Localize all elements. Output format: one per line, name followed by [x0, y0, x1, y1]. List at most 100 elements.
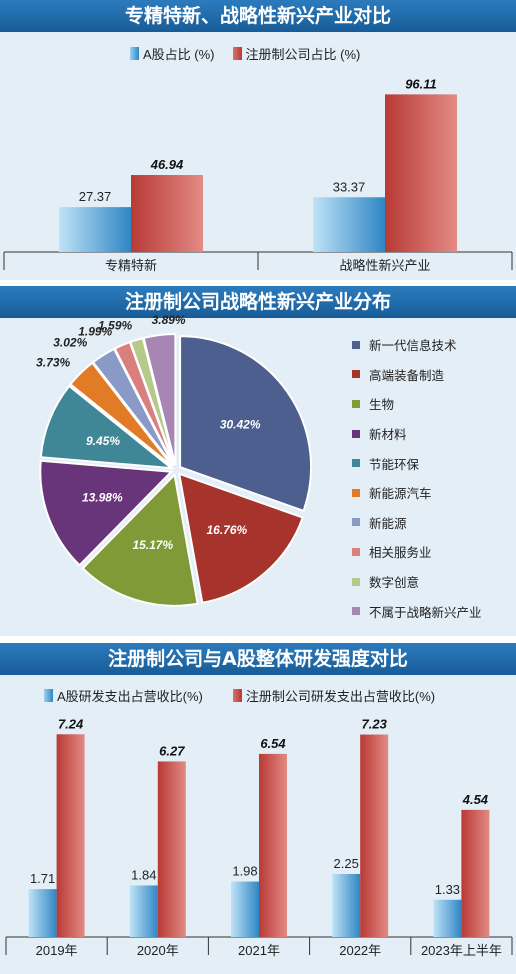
- legend-swatch-icon: [352, 488, 360, 497]
- data-label: 1.33: [435, 882, 460, 897]
- bar-registration: [461, 809, 490, 937]
- data-label: 1.98: [232, 864, 257, 879]
- pie-legend-label: 生物: [369, 398, 395, 413]
- panel-distribution-title: 注册制公司战略性新兴产业分布: [0, 286, 516, 318]
- chart3-legend-a: A股研发支出占营收比(%): [44, 686, 203, 705]
- legend-swatch-icon: [352, 518, 360, 527]
- data-label: 2.25: [334, 856, 359, 871]
- blue-swatch-icon: [44, 689, 53, 702]
- bar-registration: [385, 94, 457, 252]
- bar-a-share: [231, 881, 259, 937]
- panel-rd-title: 注册制公司与A股整体研发强度对比: [0, 643, 516, 675]
- pie-value-label: 13.98%: [82, 490, 123, 504]
- pie-value-label: 15.17%: [132, 538, 173, 552]
- pie-legend-label: 新材料: [369, 428, 407, 443]
- data-label: 7.23: [362, 717, 388, 732]
- pie-legend-label: 新能源: [369, 516, 407, 531]
- pie-legend-item: 节能环保: [352, 448, 482, 478]
- pie-legend-item: 新能源: [352, 508, 482, 538]
- data-label: 4.54: [462, 792, 489, 807]
- pie-legend-label: 新一代信息技术: [369, 339, 457, 354]
- pie-legend-item: 新能源汽车: [352, 478, 482, 508]
- chart1-legend: A股占比 (%) 注册制公司占比 (%): [130, 44, 378, 63]
- pie-slice: [39, 459, 174, 567]
- pie-slice: [142, 333, 177, 466]
- blue-swatch-icon: [130, 47, 139, 60]
- chart3-legend-a-label: A股研发支出占营收比(%): [57, 689, 203, 704]
- chart3-svg: 2019年 1.71 7.24 2020年 1.84 6.27 2021年 1.98 6.54 2…: [5, 716, 513, 958]
- pie-legend-item: 生物: [352, 389, 482, 419]
- pie-legend-item: 新一代信息技术: [352, 330, 482, 360]
- data-label: 27.37: [79, 189, 112, 204]
- pie-value-label: 1.99%: [78, 324, 112, 338]
- data-label: 33.37: [333, 179, 366, 194]
- pie-legend-label: 数字创意: [369, 576, 420, 591]
- data-label: 7.24: [58, 716, 84, 731]
- data-label: 1.84: [131, 867, 156, 882]
- legend-swatch-icon: [352, 607, 360, 616]
- pie-value-label: 9.45%: [86, 434, 120, 448]
- pie-legend-item: 数字创意: [352, 567, 482, 597]
- bar-registration: [360, 734, 389, 937]
- pie-legend: 新一代信息技术 高端装备制造 生物新材料节能环保新能源汽车新能源相关服务业数字创意不…: [352, 330, 482, 626]
- data-label: 1.71: [30, 871, 55, 886]
- chart3-legend-b-label: 注册制公司研发支出占营收比(%): [245, 689, 436, 704]
- pie-value-label: 3.89%: [152, 313, 186, 327]
- legend-swatch-icon: [352, 459, 360, 468]
- bar-registration: [157, 761, 186, 937]
- panel-distribution: 注册制公司战略性新兴产业分布 30.42% 16.76% 15.17% 13.98% 9…: [0, 286, 516, 636]
- bar-a-share: [129, 885, 158, 937]
- pie-legend-item: 相关服务业: [352, 537, 482, 567]
- chart3-legend: A股研发支出占营收比(%) 注册制公司研发支出占营收比(%): [44, 686, 453, 705]
- x-tick-label: 专精特新: [105, 258, 157, 273]
- pie-value-label: 1.59%: [98, 318, 132, 332]
- pie-value-label: 3.02%: [53, 335, 87, 349]
- pie-slice: [39, 384, 175, 470]
- x-tick-label: 2021年: [238, 943, 280, 958]
- bar-a-share: [433, 899, 462, 937]
- chart1-legend-a: A股占比 (%): [130, 44, 215, 63]
- bar-a-share: [59, 207, 131, 252]
- legend-swatch-icon: [352, 399, 360, 408]
- pie-legend-label: 不属于战略新兴产业: [369, 605, 482, 620]
- bar-a-share: [28, 889, 57, 937]
- red-swatch-icon: [232, 689, 242, 702]
- bar-registration: [259, 753, 287, 937]
- red-swatch-icon: [232, 47, 242, 60]
- bar-a-share: [313, 197, 385, 252]
- panel-compare-title: 专精特新、战略性新兴产业对比: [0, 0, 516, 32]
- chart3-legend-b: 注册制公司研发支出占营收比(%): [232, 686, 436, 705]
- pie-value-label: 3.73%: [36, 355, 70, 369]
- pie-value-label: 16.76%: [207, 523, 248, 537]
- x-tick-label: 2020年: [137, 943, 179, 958]
- chart2-svg: 30.42%16.76%15.17%13.98%9.45%3.73%3.02%1…: [36, 313, 313, 607]
- x-tick-label: 战略性新兴产业: [339, 258, 430, 273]
- data-label: 46.94: [150, 157, 184, 172]
- data-label: 96.11: [405, 76, 437, 91]
- x-tick-label: 2022年: [339, 943, 381, 958]
- pie-legend-label: 节能环保: [369, 457, 420, 472]
- pie-slice: [179, 335, 313, 513]
- legend-swatch-icon: [352, 547, 360, 556]
- bar-registration: [131, 175, 203, 252]
- pie-legend-label: 高端装备制造: [369, 368, 445, 383]
- legend-swatch-icon: [352, 370, 360, 379]
- pie-legend-item: 新材料: [352, 419, 482, 449]
- x-tick-label: 2023年上半年: [421, 943, 502, 958]
- data-label: 6.27: [159, 743, 185, 758]
- pie-legend-item: 不属于战略新兴产业: [352, 596, 482, 626]
- bar-a-share: [332, 874, 361, 937]
- pie-slice: [69, 361, 174, 468]
- chart1-legend-a-label: A股占比 (%): [143, 47, 215, 62]
- pie-value-label: 30.42%: [220, 418, 261, 432]
- bar-registration: [56, 734, 85, 937]
- pie-legend-item: 高端装备制造: [352, 360, 482, 390]
- pie-legend-label: 新能源汽车: [369, 487, 432, 502]
- x-tick-label: 2019年: [36, 943, 78, 958]
- pie-legend-label: 相关服务业: [369, 546, 432, 561]
- panel-compare: 专精特新、战略性新兴产业对比 A股占比 (%) 注册制公司占比 (%) 专精特新…: [0, 0, 516, 280]
- panel-rd: 注册制公司与A股整体研发强度对比 A股研发支出占营收比(%) 注册制公司研发支出…: [0, 643, 516, 974]
- legend-swatch-icon: [352, 429, 360, 438]
- legend-swatch-icon: [352, 340, 360, 349]
- chart1-svg: 专精特新 27.37 46.94 战略性新兴产业 33.37 96.11: [3, 76, 513, 273]
